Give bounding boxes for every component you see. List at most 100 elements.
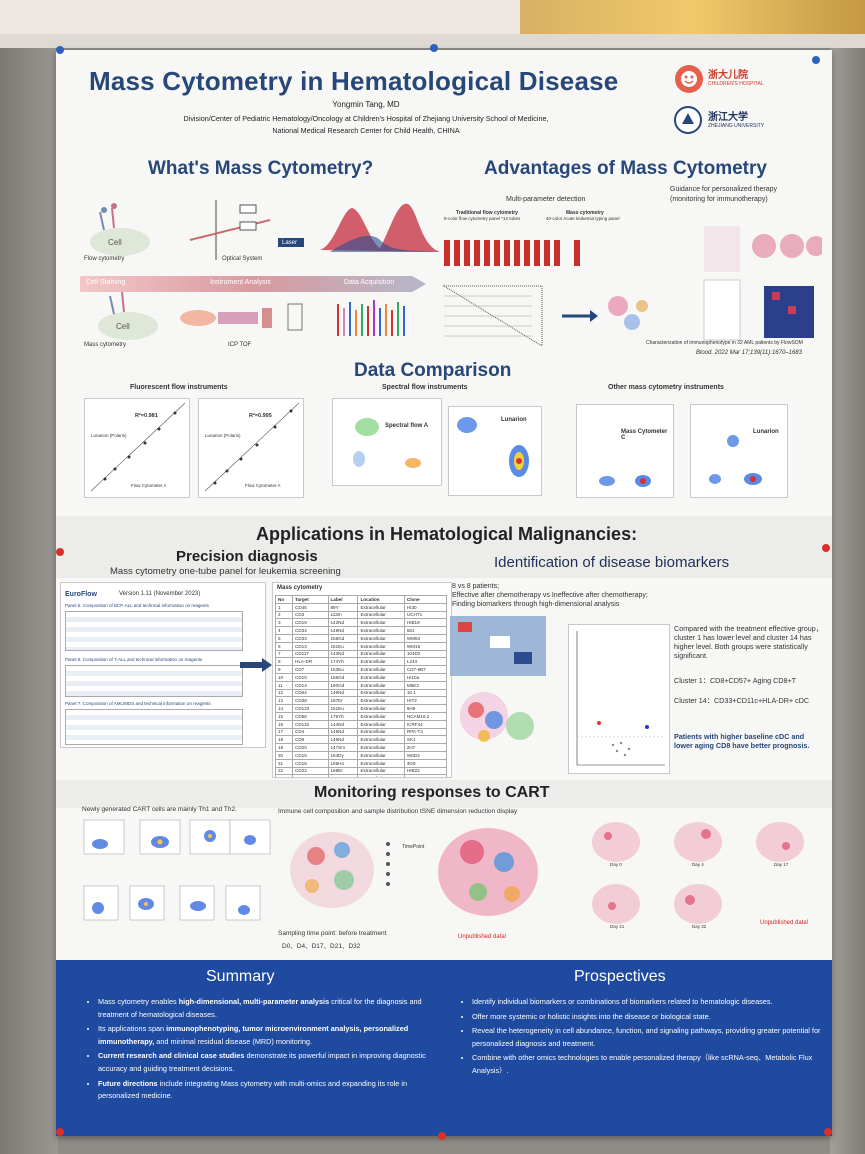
hospital-name: 浙大儿院 <box>708 70 748 81</box>
table-cell: CD22 <box>292 766 329 776</box>
pin-top-mid <box>430 44 438 52</box>
prospectives-item: Identify individual biomarkers or combin… <box>472 996 822 1009</box>
table-cell: 167Er <box>327 696 359 706</box>
panel6-caption: Panel 6. Composition of T-ALL and techni… <box>65 657 203 662</box>
tsne-days <box>592 822 804 924</box>
summary-item-emphasis: high-dimensional, multi-parameter analys… <box>178 997 330 1006</box>
mass-table-header-cell: Location <box>357 595 405 604</box>
summary-item-text: critical for the diagnosis and treatment… <box>98 997 422 1019</box>
table-cell: CD7-6B7 <box>403 665 448 674</box>
day4-label: Day 4 <box>692 862 704 867</box>
lunarion-spectral: Lunarion <box>501 417 527 423</box>
board-left <box>0 48 58 1154</box>
day17-label: Day 17 <box>774 862 789 867</box>
table-row: 8 HLA-DR 174Yb Extracellular L243 <box>274 657 448 667</box>
r-squared-1: R²=0.981 <box>135 413 158 419</box>
table-cell: 176Yb <box>327 711 359 721</box>
table-cell: 113In <box>327 610 359 620</box>
guidance-label: Guidance for personalized therapy <box>670 186 778 193</box>
table-cell: WM15 <box>403 641 448 651</box>
table-row: 11 CD14 160Gd Extracellular M5E2 <box>274 680 448 690</box>
table-cell: CD8 <box>292 735 329 745</box>
table-cell: HI10a <box>403 672 448 682</box>
advantages-citation: Blood. 2022 Mar 17;139(11):1670–1683 <box>696 350 802 356</box>
pin-bottom-left <box>56 1128 64 1136</box>
lunarion-polaris-2: Lunarion (Polaris) <box>205 433 241 438</box>
table-cell: 20 <box>274 750 294 760</box>
bar-instrument-analysis: Instrument Analysis <box>210 279 271 286</box>
table-cell: Extracellular <box>357 774 405 777</box>
comparison-heading: Data Comparison <box>354 360 512 381</box>
table-cell: CD20 <box>292 743 329 752</box>
unpublished-note-2: Unpublished data! <box>760 920 809 926</box>
poster-rail <box>0 34 865 48</box>
lunarion-mass-plot: Lunarion <box>690 404 788 498</box>
table-cell: Extracellular <box>357 743 405 752</box>
table-cell: 9 <box>274 665 294 674</box>
table-cell: 10.1 <box>403 688 448 698</box>
prospectives-item: Combine with other omics technologies to… <box>472 1052 822 1077</box>
table-cell: Extracellular <box>357 610 405 620</box>
bar-cell-staining: Cell Staining <box>86 279 126 286</box>
table-cell: 15 <box>274 711 294 721</box>
table-cell: 10 <box>274 672 294 682</box>
pin-mid-right <box>822 544 830 552</box>
biomarker-intro2: Effective after chemotherapy vs Ineffect… <box>452 592 648 599</box>
cart-gating-plots <box>83 819 271 921</box>
advantages-caption: Characterization of immunophenotype in 3… <box>646 340 803 346</box>
table-row: 3 CD19 142Nd Extracellular HIB19 <box>274 618 448 628</box>
day21-label: Day 21 <box>610 924 625 929</box>
table-cell: CD24 <box>292 774 329 777</box>
table-cell: Extracellular <box>357 649 405 659</box>
table-cell: Extracellular <box>357 735 405 745</box>
table-cell: 7 <box>274 649 294 659</box>
table-cell: Extracellular <box>357 704 405 713</box>
table-cell: NCAM16.2 <box>403 711 448 721</box>
table-cell: Extracellular <box>357 727 405 737</box>
comparison-col1: Fluorescent flow instruments <box>130 384 228 391</box>
table-cell: Extracellular <box>357 758 405 768</box>
pin-top-right <box>812 56 820 64</box>
biomarker-intro: 8 vs 8 patients; Effective after chemoth… <box>452 582 648 609</box>
table-cell: 142Nd <box>327 618 359 628</box>
guidance-sub: (monitoring for immunotherapy) <box>670 196 768 203</box>
table-row: 14 CD123 151Eu Extracellular 6H6 <box>274 704 448 713</box>
tsne-samples <box>438 828 538 916</box>
table-cell: 6 <box>274 641 294 651</box>
affiliation-line1: Division/Center of Pediatric Hematology/… <box>183 114 549 123</box>
euroflow-version: Version 1.11 (November 2023) <box>119 591 201 597</box>
table-cell: 12 <box>274 688 294 698</box>
table-row: 4 CD34 148Nd Extracellular 581 <box>274 626 448 635</box>
comparison-col3: Other mass cytometry instruments <box>608 384 724 391</box>
table-cell: HI30 <box>403 602 448 612</box>
regression-plot-1: R²=0.981 Lunarion (Polaris) Flow Cytomet… <box>84 398 190 498</box>
prospectives-heading: Prospectives <box>574 968 666 985</box>
cell-label-top: Cell <box>108 238 122 247</box>
optical-system-label: Optical System <box>222 256 263 262</box>
affiliation-line2: National Medical Research Center for Chi… <box>272 126 460 135</box>
summary-item-text: include integrating Mass cytometry with … <box>98 1078 408 1101</box>
wall-top <box>0 0 865 48</box>
hospital-subname: CHILDREN'S HOSPITAL <box>708 81 764 87</box>
table-cell: RPA-T4 <box>403 727 448 737</box>
table-cell: 13 <box>274 696 294 706</box>
table-cell: L243 <box>403 657 448 667</box>
biomarker-finding: Compared with the treatment effective gr… <box>674 624 823 660</box>
table-cell: Extracellular <box>357 618 405 628</box>
table-cell: CD19 <box>292 618 329 628</box>
mass-table-header-cell: Label <box>327 595 359 604</box>
table-cell: 146Nd <box>327 735 359 745</box>
precision-heading: Precision diagnosis <box>176 548 318 565</box>
icp-tof-label: ICP TOF <box>228 342 252 348</box>
warm-wall-light <box>520 0 865 34</box>
table-cell: CD123 <box>292 704 329 713</box>
childrens-hospital-logo: 浙大儿院 CHILDREN'S HOSPITAL <box>674 64 764 99</box>
table-cell: 4 <box>274 626 294 635</box>
table-cell: CD10 <box>292 672 329 682</box>
table-cell: Extracellular <box>357 750 405 760</box>
table-cell: SK1 <box>403 735 448 745</box>
summary-item-text: and minimal residual disease (MRD) monit… <box>154 1036 312 1046</box>
table-cell: 22 <box>274 766 294 776</box>
table-cell: 3G8 <box>403 758 448 768</box>
window-frame <box>0 0 520 38</box>
